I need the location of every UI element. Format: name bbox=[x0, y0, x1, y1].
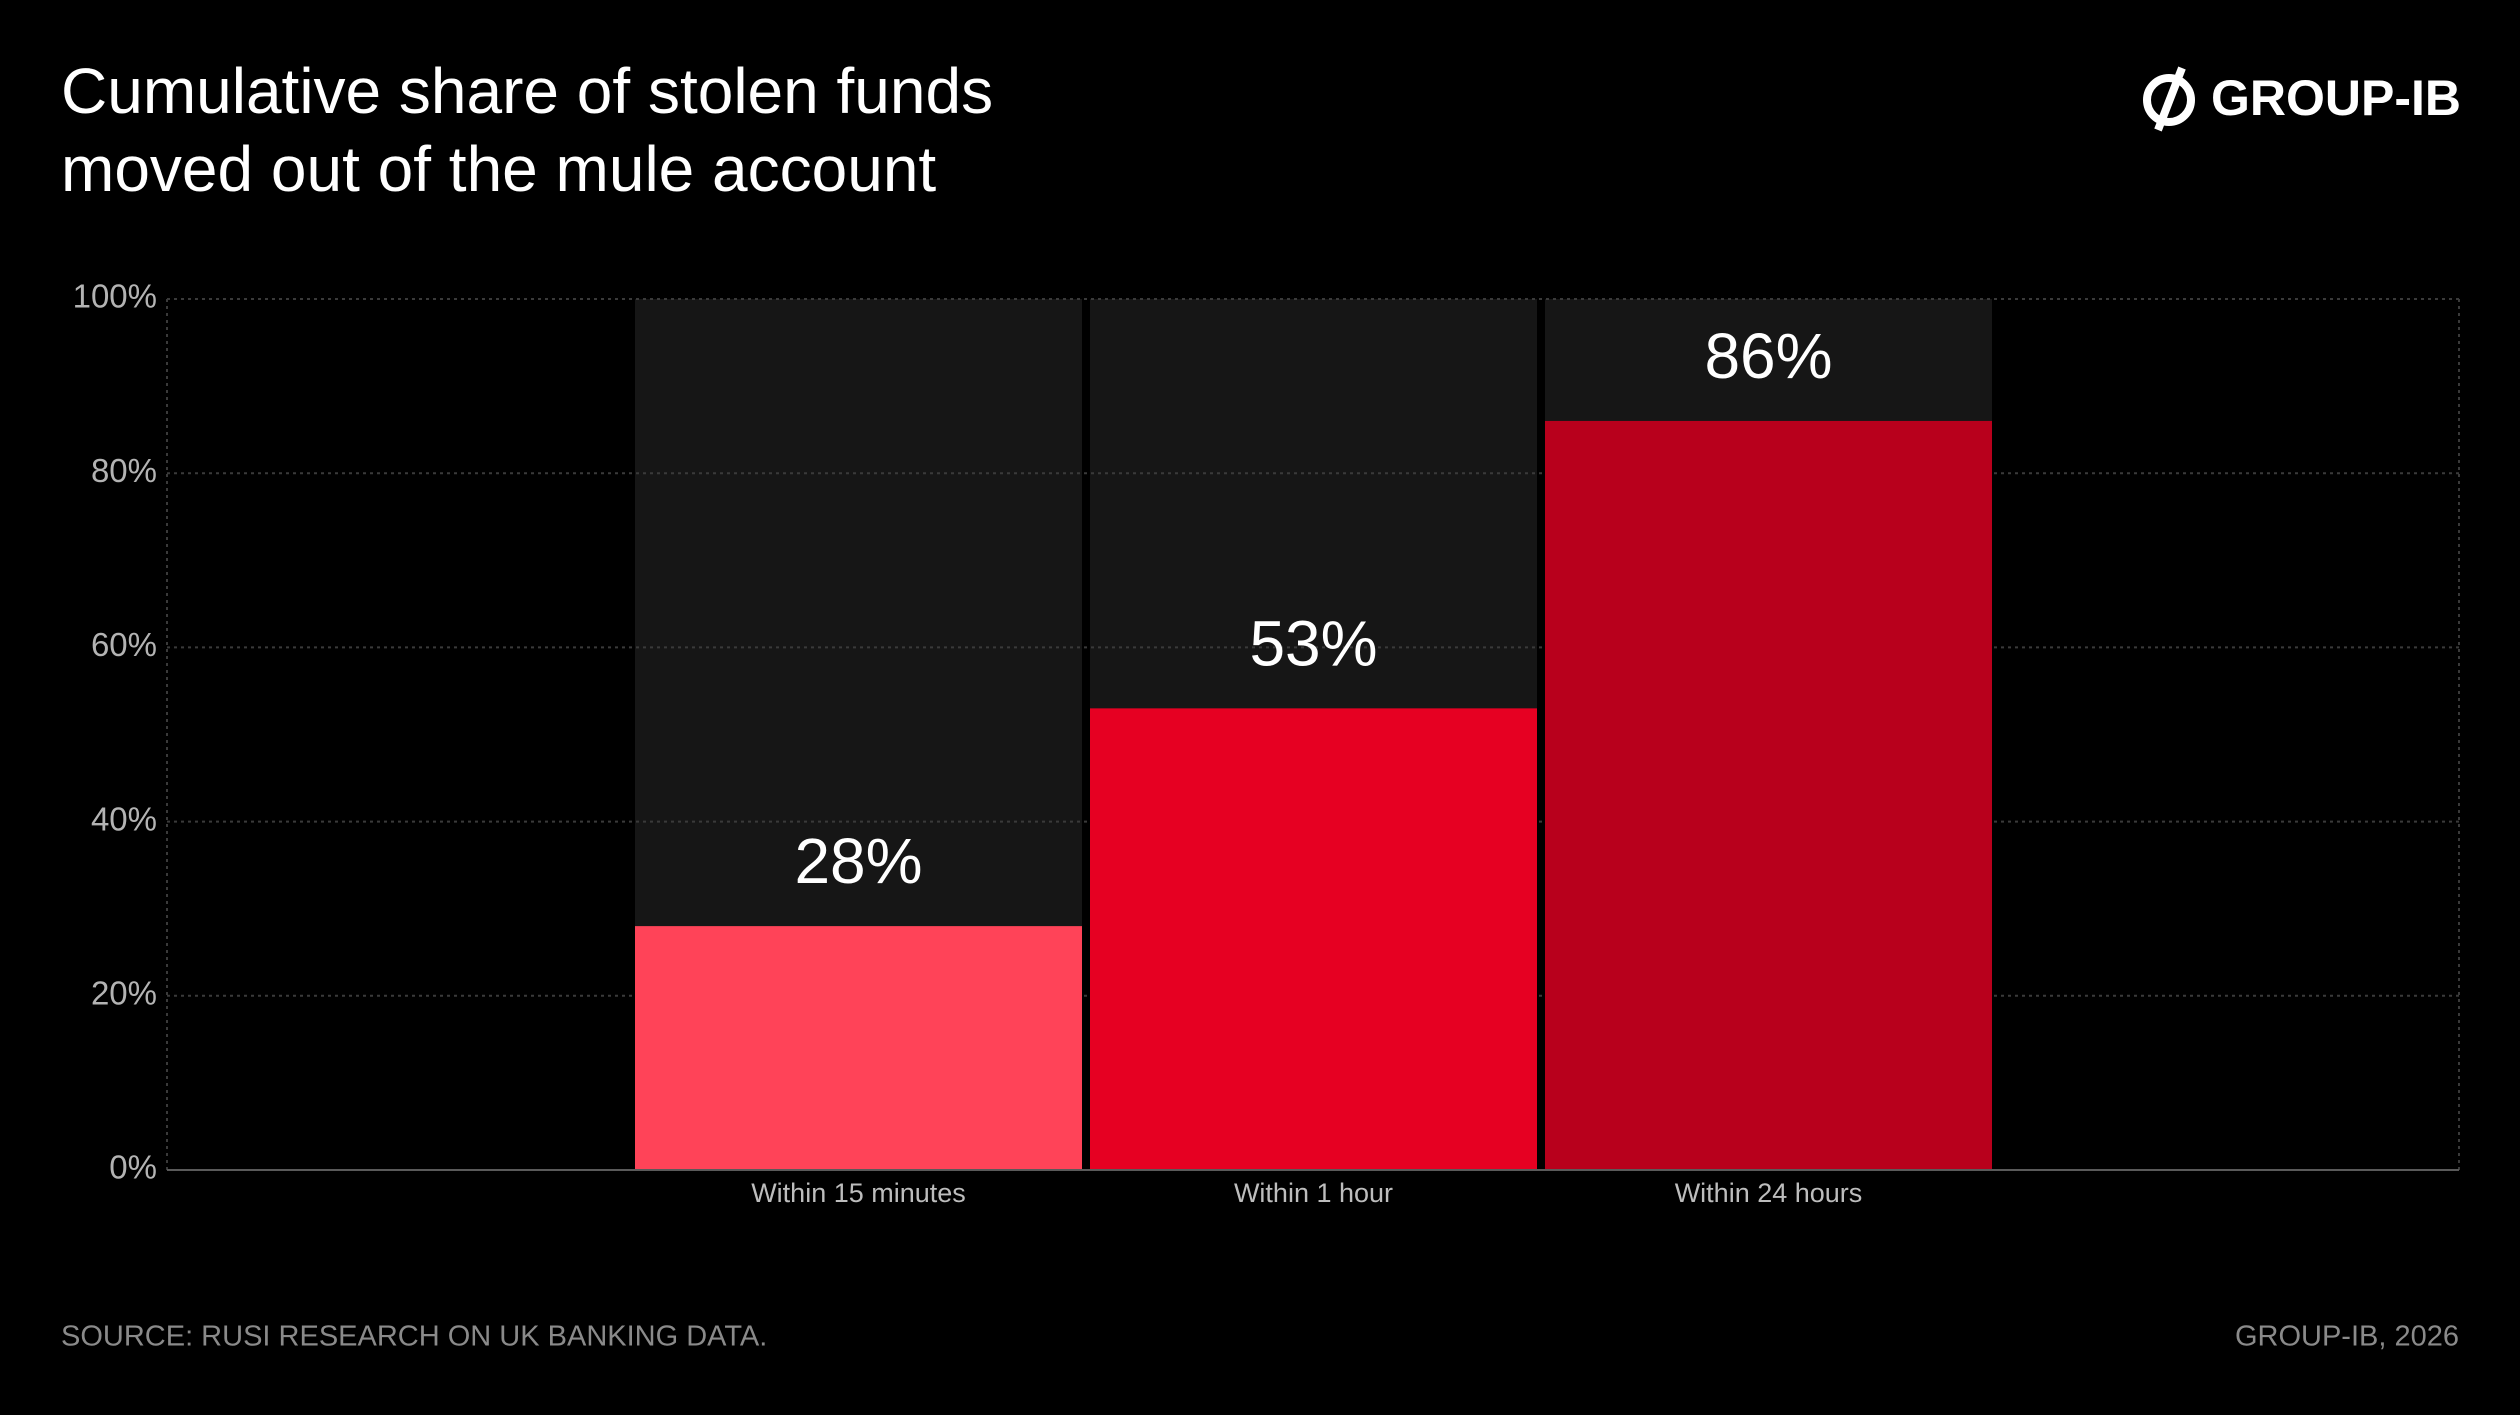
y-tick-label: 60% bbox=[91, 626, 157, 663]
brand-logo: GROUP-IB bbox=[2143, 66, 2461, 132]
credit-note: GROUP-IB, 2026 bbox=[2235, 1321, 2459, 1353]
bar bbox=[1545, 420, 1992, 1170]
logo-icon bbox=[2143, 74, 2195, 126]
logo-icon bbox=[2154, 66, 2186, 132]
y-tick-label: 80% bbox=[91, 452, 157, 489]
source-note: SOURCE: RUSI RESEARCH ON UK BANKING DATA… bbox=[61, 1321, 767, 1353]
y-tick-label: 40% bbox=[91, 800, 157, 837]
y-tick-label: 20% bbox=[91, 975, 157, 1012]
x-tick-label: Within 15 minutes bbox=[751, 1178, 966, 1208]
y-tick-label: 100% bbox=[73, 278, 157, 315]
bar bbox=[1090, 708, 1537, 1170]
value-label: 28% bbox=[794, 825, 922, 897]
x-tick-label: Within 24 hours bbox=[1675, 1178, 1863, 1208]
y-tick-label: 0% bbox=[109, 1149, 157, 1186]
chart-title: moved out of the mule account bbox=[61, 133, 936, 205]
bar bbox=[635, 926, 1082, 1170]
brand-name: GROUP-IB bbox=[2211, 70, 2461, 126]
x-tick-label: Within 1 hour bbox=[1234, 1178, 1393, 1208]
value-label: 53% bbox=[1249, 607, 1377, 679]
chart-title: Cumulative share of stolen funds bbox=[61, 55, 993, 127]
value-label: 86% bbox=[1704, 320, 1832, 392]
